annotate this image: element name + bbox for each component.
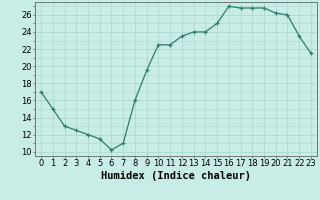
X-axis label: Humidex (Indice chaleur): Humidex (Indice chaleur) <box>101 171 251 181</box>
